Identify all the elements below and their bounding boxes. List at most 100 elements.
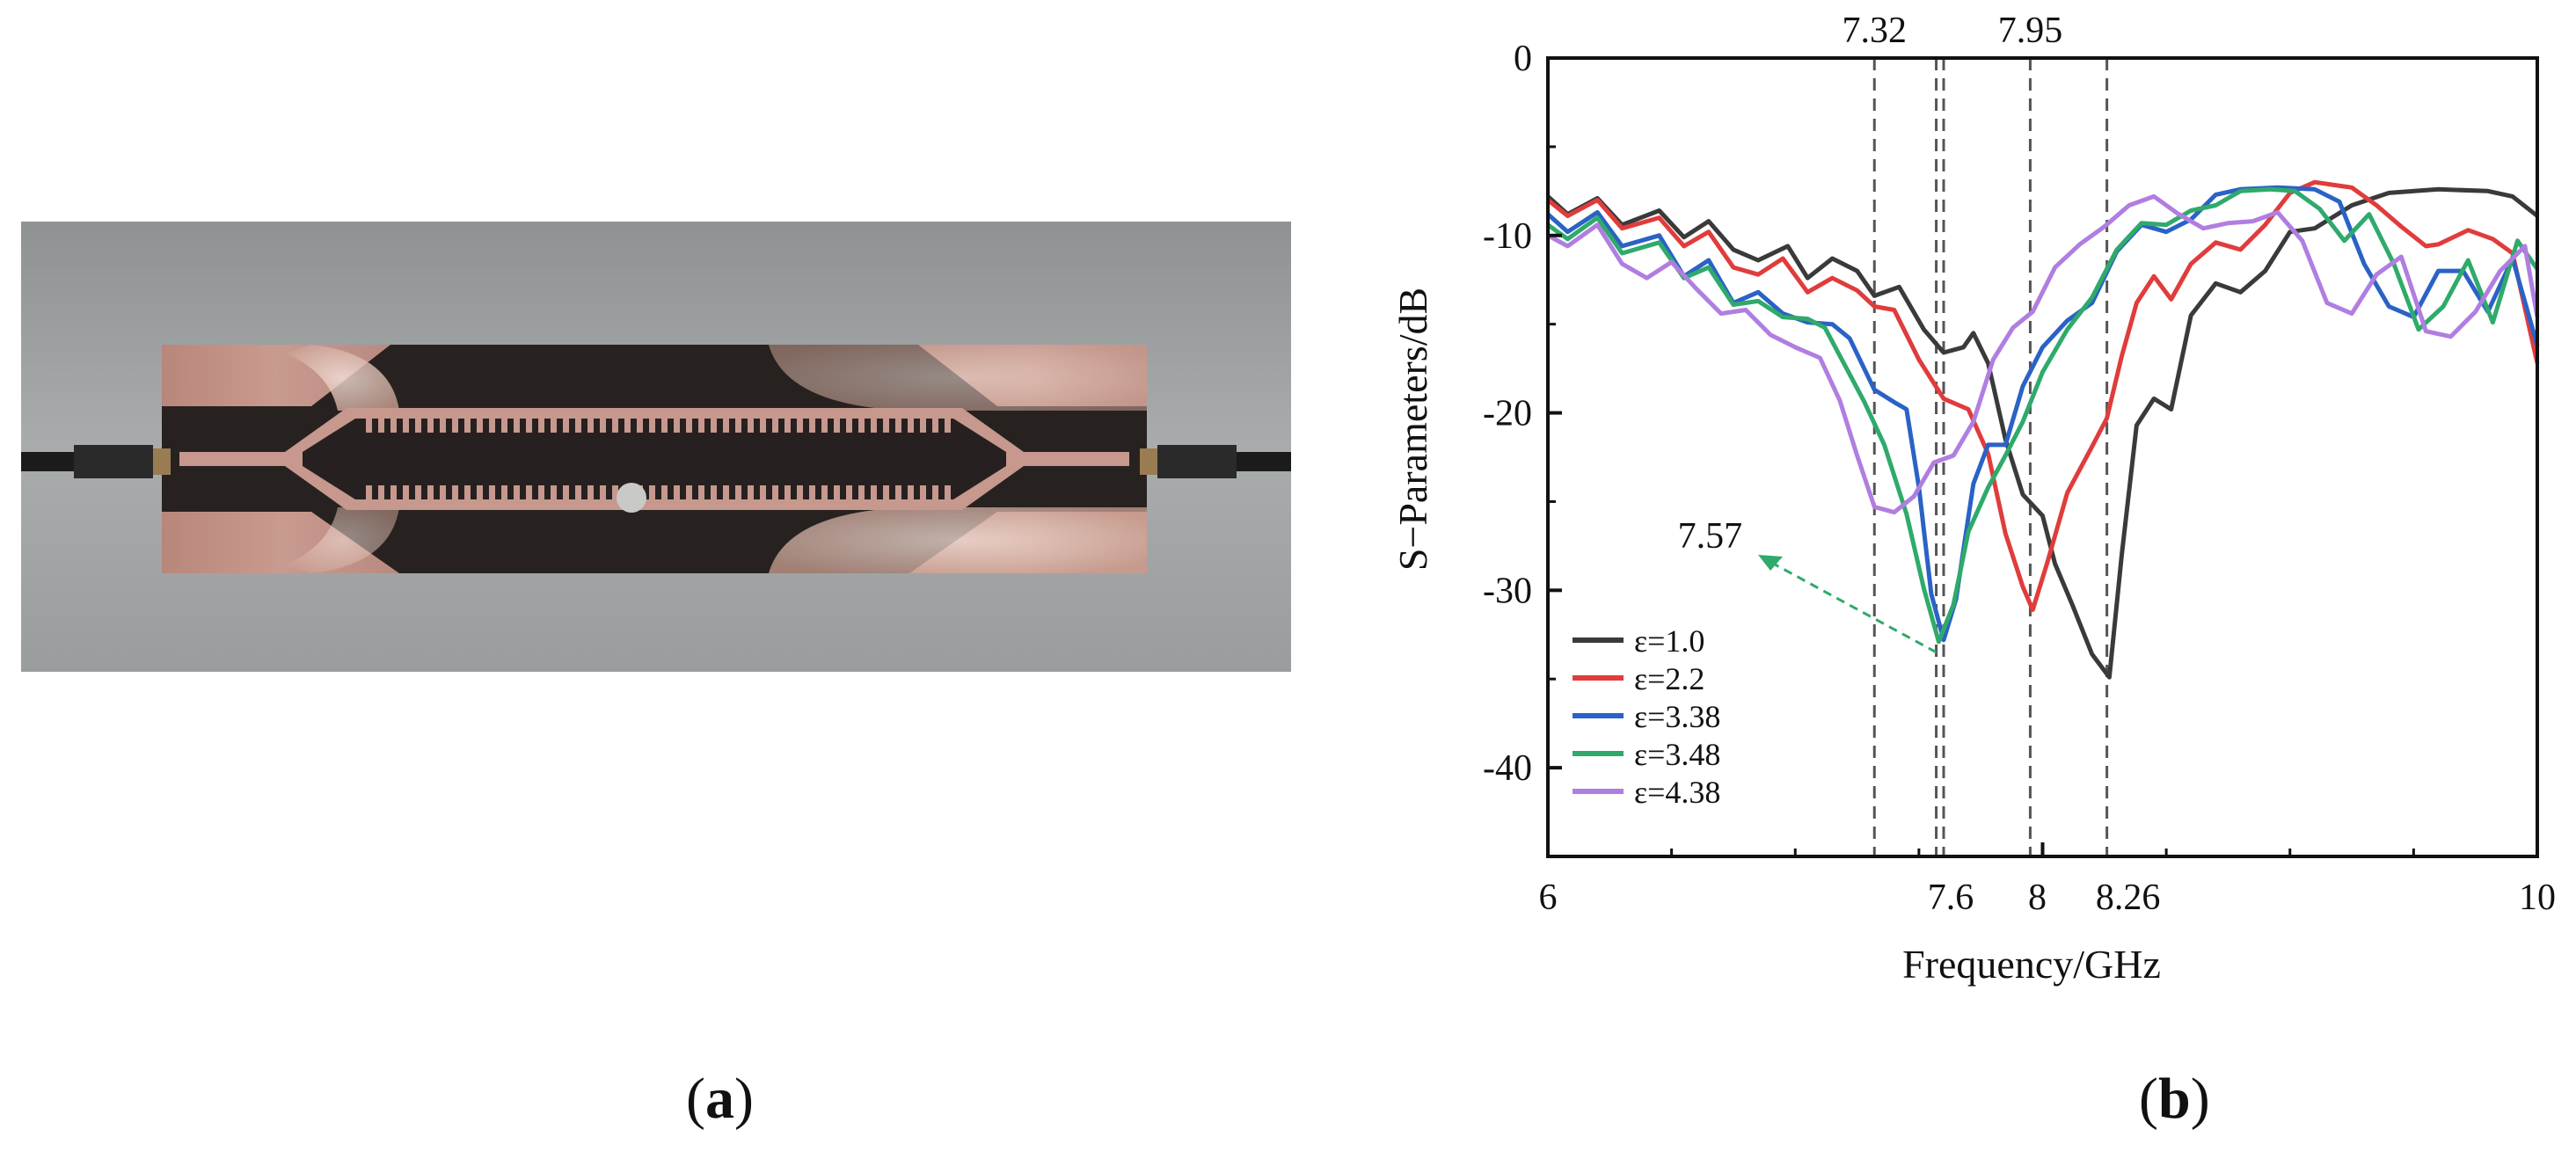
- x-tick-label: 6: [1539, 878, 1558, 918]
- comb-tooth: [809, 419, 815, 433]
- comb-tooth: [661, 485, 668, 499]
- x-tick-label: 10: [2519, 878, 2556, 918]
- comb-tooth: [797, 419, 803, 433]
- comb-tooth: [452, 419, 458, 433]
- comb-tooth: [624, 419, 631, 433]
- legend-label: ε=2.2: [1634, 661, 1704, 696]
- legend-label: ε=3.38: [1634, 699, 1720, 734]
- comb-tooth: [403, 419, 409, 433]
- comb-tooth: [723, 419, 729, 433]
- comb-tooth: [477, 419, 483, 433]
- panel-label-b: (b): [2139, 1067, 2210, 1131]
- comb-tooth: [600, 485, 606, 499]
- series-lines: [1546, 179, 2540, 680]
- y-tick-label: -40: [1483, 748, 1532, 789]
- comb-tooth: [612, 485, 618, 499]
- y-tick-label: 0: [1514, 39, 1532, 79]
- comb-tooth: [378, 419, 384, 433]
- comb-tooth: [501, 485, 507, 499]
- right-sma-connector: [1157, 445, 1237, 478]
- comb-tooth: [711, 485, 717, 499]
- comb-tooth: [637, 419, 643, 433]
- comb-tooth: [760, 485, 766, 499]
- comb-tooth: [846, 419, 852, 433]
- comb-tooth: [489, 419, 495, 433]
- comb-tooth: [871, 485, 877, 499]
- x-axis-label: Frequency/GHz: [1902, 942, 2161, 987]
- comb-tooth: [551, 419, 557, 433]
- comb-tooth: [390, 485, 397, 499]
- comb-tooth: [587, 419, 594, 433]
- comb-tooth: [563, 485, 569, 499]
- comb-tooth: [514, 419, 520, 433]
- resonator-slot: [303, 419, 1006, 499]
- comb-tooth: [883, 485, 889, 499]
- comb-tooth: [908, 485, 914, 499]
- comb-tooth: [674, 485, 680, 499]
- comb-tooth: [932, 485, 938, 499]
- comb-tooth: [821, 485, 828, 499]
- comb-tooth: [427, 485, 434, 499]
- comb-tooth: [489, 485, 495, 499]
- comb-tooth: [908, 419, 914, 433]
- comb-tooth: [858, 419, 865, 433]
- y-tick-label: -30: [1483, 571, 1532, 611]
- comb-tooth: [378, 485, 384, 499]
- fabricated-sensor-photo: [21, 222, 1291, 672]
- comb-tooth: [723, 485, 729, 499]
- vertical-markers: [1872, 58, 2109, 856]
- chart-panel: 0 -10 -20 -30 -40 6 7.6 8 8.26 10 7.32 7.95 7.57 ε=…: [1354, 0, 2576, 1038]
- comb-tooth: [538, 419, 544, 433]
- comb-tooth: [932, 419, 938, 433]
- comb-tooth: [587, 485, 594, 499]
- x-tick-label: 8.26: [2096, 878, 2161, 918]
- comb-tooth: [784, 485, 791, 499]
- comb-tooth: [477, 485, 483, 499]
- axes: [1546, 56, 2539, 858]
- comb-tooth: [440, 419, 446, 433]
- comb-tooth: [501, 419, 507, 433]
- comb-tooth: [797, 485, 803, 499]
- comb-tooth: [920, 485, 926, 499]
- sample-disc: [617, 483, 646, 513]
- comb-tooth: [403, 485, 409, 499]
- comb-tooth: [415, 419, 421, 433]
- comb-tooth: [735, 485, 741, 499]
- annotation-label: 7.57: [1678, 516, 1743, 557]
- x-tick-label: 7.6: [1928, 878, 1974, 918]
- comb-tooth: [526, 485, 532, 499]
- y-tick-label: -20: [1483, 394, 1532, 434]
- legend-label: ε=3.48: [1634, 737, 1720, 772]
- comb-tooth: [834, 485, 840, 499]
- comb-tooth: [834, 419, 840, 433]
- comb-tooth: [427, 419, 434, 433]
- comb-tooth: [575, 419, 581, 433]
- comb-tooth: [686, 485, 692, 499]
- legend-label: ε=4.38: [1634, 775, 1720, 810]
- comb-tooth: [649, 419, 655, 433]
- comb-tooth: [649, 485, 655, 499]
- comb-tooth: [526, 419, 532, 433]
- right-port-pin: [1140, 448, 1157, 475]
- comb-tooth: [895, 419, 901, 433]
- comb-tooth: [366, 419, 372, 433]
- comb-tooth: [945, 419, 951, 433]
- legend: ε=1.0ε=2.2ε=3.38ε=3.48ε=4.38: [1573, 623, 1720, 810]
- comb-tooth: [858, 485, 865, 499]
- comb-tooth: [760, 419, 766, 433]
- comb-tooth: [464, 419, 471, 433]
- comb-tooth: [612, 419, 618, 433]
- comb-tooth: [698, 485, 704, 499]
- comb-tooth: [575, 485, 581, 499]
- legend-label: ε=1.0: [1634, 623, 1704, 659]
- comb-tooth: [686, 419, 692, 433]
- series-line: [1546, 186, 2539, 680]
- y-axis-label: S−Parameters/dB: [1390, 288, 1435, 571]
- comb-tooth: [784, 419, 791, 433]
- comb-tooth: [538, 485, 544, 499]
- annotation-arrow: [1766, 558, 1937, 654]
- series-line: [1546, 185, 2540, 643]
- comb-tooth: [748, 485, 754, 499]
- comb-tooth: [514, 485, 520, 499]
- tick-labels: 0 -10 -20 -30 -40 6 7.6 8 8.26 10 7.32 7.95: [1483, 11, 2556, 918]
